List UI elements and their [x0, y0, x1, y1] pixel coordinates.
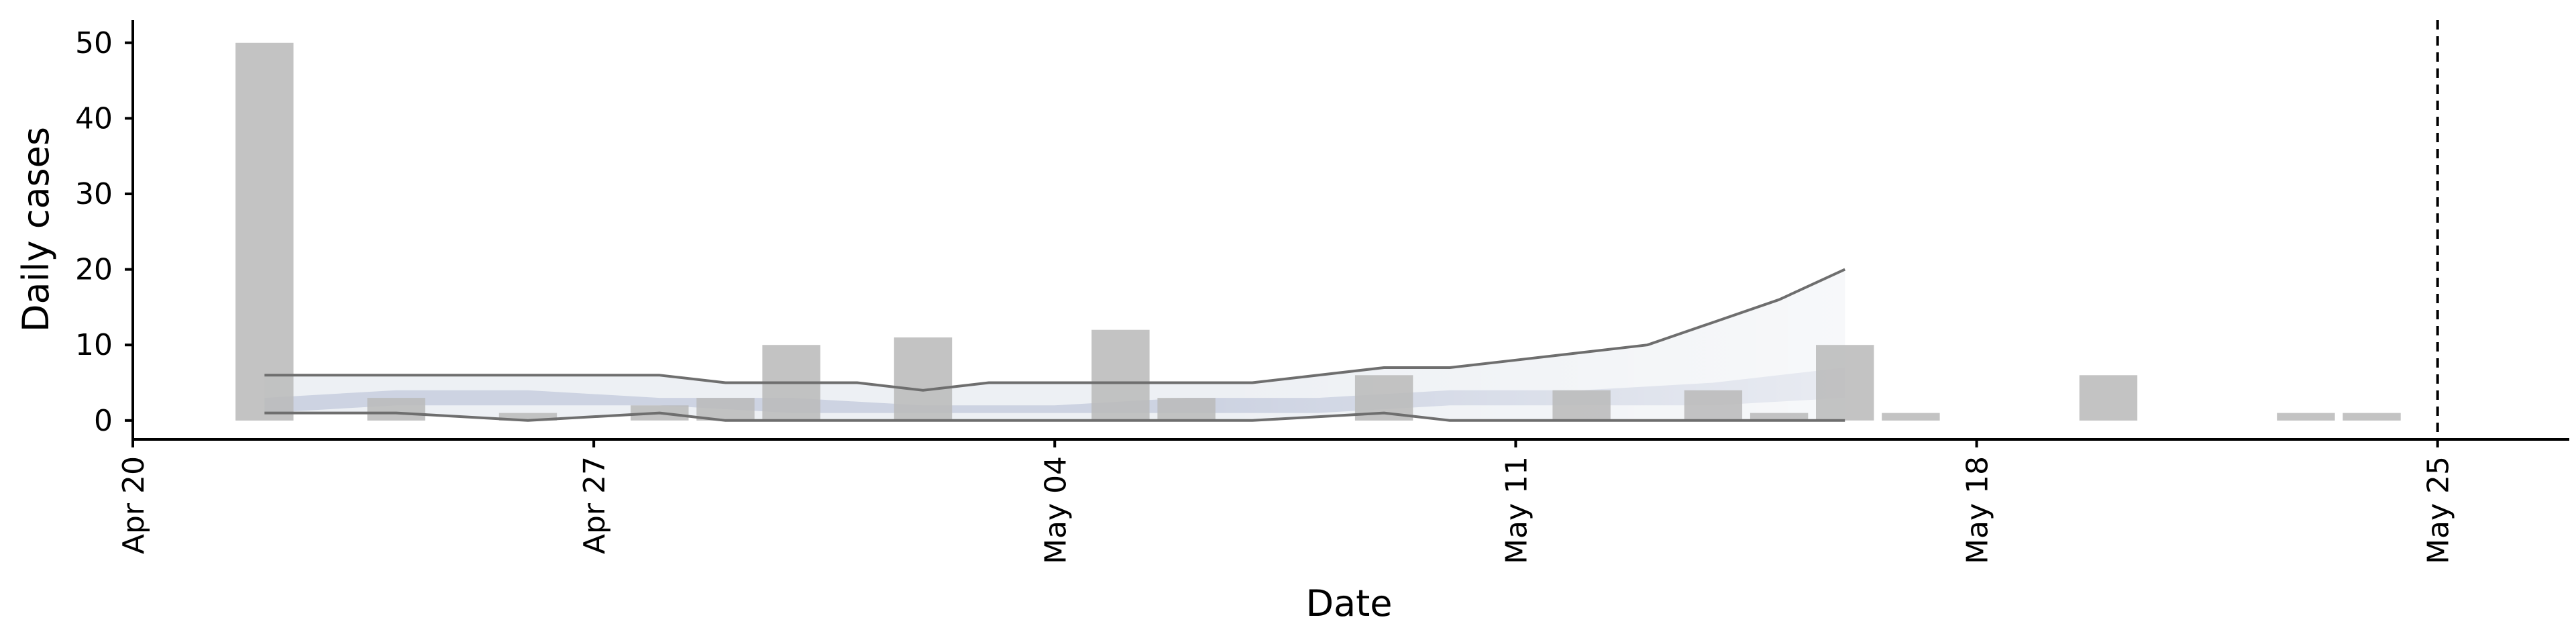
axes	[131, 20, 2569, 441]
bar	[2277, 413, 2335, 421]
band-fade-overlay	[264, 269, 1845, 421]
lower-bound-line	[264, 411, 1845, 422]
y-tick-label: 10	[75, 328, 113, 362]
x-tick-label: May 11	[1499, 456, 1534, 564]
x-tick-label: May 18	[1961, 456, 1995, 564]
bar	[894, 337, 953, 421]
x-ticks: Apr 20 Apr 27 May 04 May 11 May 18 May 25	[117, 439, 2456, 564]
bar	[498, 413, 557, 421]
bar	[1750, 413, 1809, 421]
bar	[367, 398, 425, 421]
band-edge-lines	[264, 268, 1846, 422]
bar	[1091, 329, 1150, 421]
bar	[2079, 375, 2138, 421]
x-tick-label: Apr 27	[578, 456, 612, 554]
daily-case-bars	[235, 42, 2401, 421]
bar	[1816, 345, 1874, 421]
y-tick-label: 20	[75, 253, 113, 287]
y-tick-label: 30	[75, 177, 113, 211]
y-tick-label: 50	[75, 26, 113, 60]
y-ticks: 0 10 20 30 40 50	[75, 26, 133, 438]
x-tick-label: May 04	[1038, 456, 1073, 564]
y-tick-label: 40	[75, 101, 113, 136]
upper-bound-line	[264, 268, 1846, 392]
x-tick-label: Apr 20	[117, 456, 151, 554]
y-axis-title: Daily cases	[15, 127, 57, 332]
bar	[1882, 413, 1940, 421]
x-axis-title: Date	[1305, 582, 1392, 625]
uncertainty-bands	[264, 269, 1845, 421]
bar	[1684, 390, 1743, 421]
y-tick-label: 0	[94, 404, 113, 438]
bar	[1157, 398, 1216, 421]
bar	[1552, 390, 1611, 421]
bar	[235, 42, 294, 421]
x-tick-label: May 25	[2422, 456, 2456, 564]
bar	[2343, 413, 2401, 421]
bar	[696, 398, 755, 421]
